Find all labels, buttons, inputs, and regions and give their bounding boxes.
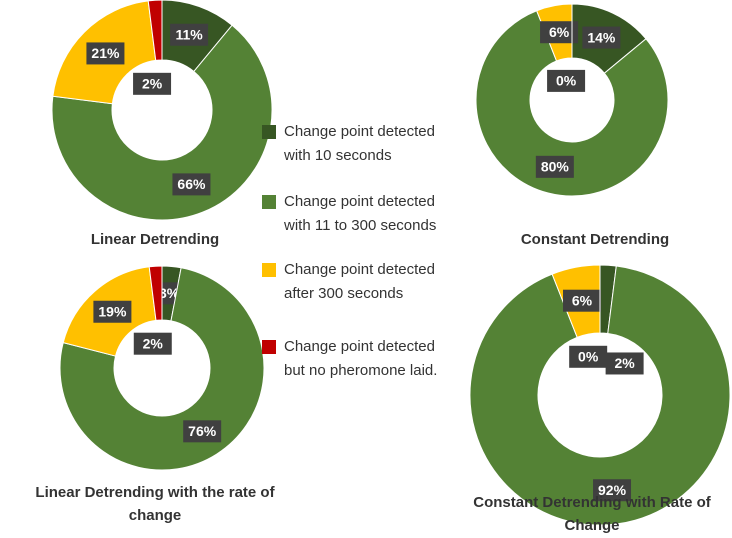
data-label-box (170, 23, 209, 46)
legend-label: Change point detected (284, 261, 435, 278)
data-label: 3% (159, 285, 180, 301)
data-label-box (605, 352, 644, 375)
data-label-box (183, 420, 222, 443)
data-label: 21% (91, 45, 120, 61)
donut-segment (147, 0, 163, 61)
data-label: 2% (614, 355, 635, 371)
chart-title: change (129, 507, 182, 524)
legend-label: Change point detected (284, 338, 435, 355)
legend-swatch (262, 125, 276, 139)
data-label: 6% (572, 292, 593, 308)
legend-label: but no pheromone laid. (284, 362, 437, 379)
data-label: 0% (556, 73, 577, 89)
chart-title: Linear Detrending (91, 231, 219, 248)
data-label-box (582, 26, 621, 49)
donut-segment (59, 267, 265, 471)
data-label-box (593, 479, 632, 502)
donut-segment (469, 265, 731, 526)
data-label-box (547, 69, 586, 92)
data-label: 2% (143, 335, 164, 351)
data-label: 6% (549, 24, 570, 40)
data-label: 92% (598, 482, 627, 498)
data-label-box (133, 332, 172, 355)
data-label: 11% (175, 26, 203, 42)
chart-title: Constant Detrending with Rate of (473, 494, 712, 511)
data-label: 80% (541, 159, 570, 175)
data-label: 2% (142, 76, 163, 92)
legend-label: Change point detected (284, 123, 435, 140)
chart-title: Constant Detrending (521, 231, 669, 248)
legend-label: after 300 seconds (284, 285, 403, 302)
legend-label: with 11 to 300 seconds (283, 217, 436, 234)
legend-swatch (262, 195, 276, 209)
donut-segment (475, 10, 669, 197)
data-label: 0% (578, 348, 599, 364)
data-label: 19% (98, 303, 127, 319)
legend-swatch (262, 340, 276, 354)
donut-segment (148, 265, 163, 321)
data-label-box (563, 289, 602, 312)
chart-title: Change (564, 517, 619, 534)
data-label: 14% (587, 29, 616, 45)
legend-swatch (262, 263, 276, 277)
data-label-box (172, 173, 211, 196)
data-label-box (86, 42, 125, 65)
data-label-box (93, 300, 132, 323)
data-label: 76% (188, 423, 217, 439)
donut-segment (51, 24, 273, 221)
legend-label: Change point detected (284, 193, 435, 210)
data-label: 66% (177, 176, 206, 192)
data-label-box (535, 155, 574, 178)
chart-title: Linear Detrending with the rate of (35, 484, 275, 501)
data-label-box (569, 345, 608, 368)
data-label-box (133, 72, 172, 95)
data-label-box (540, 21, 579, 44)
legend-label: with 10 seconds (283, 147, 392, 164)
